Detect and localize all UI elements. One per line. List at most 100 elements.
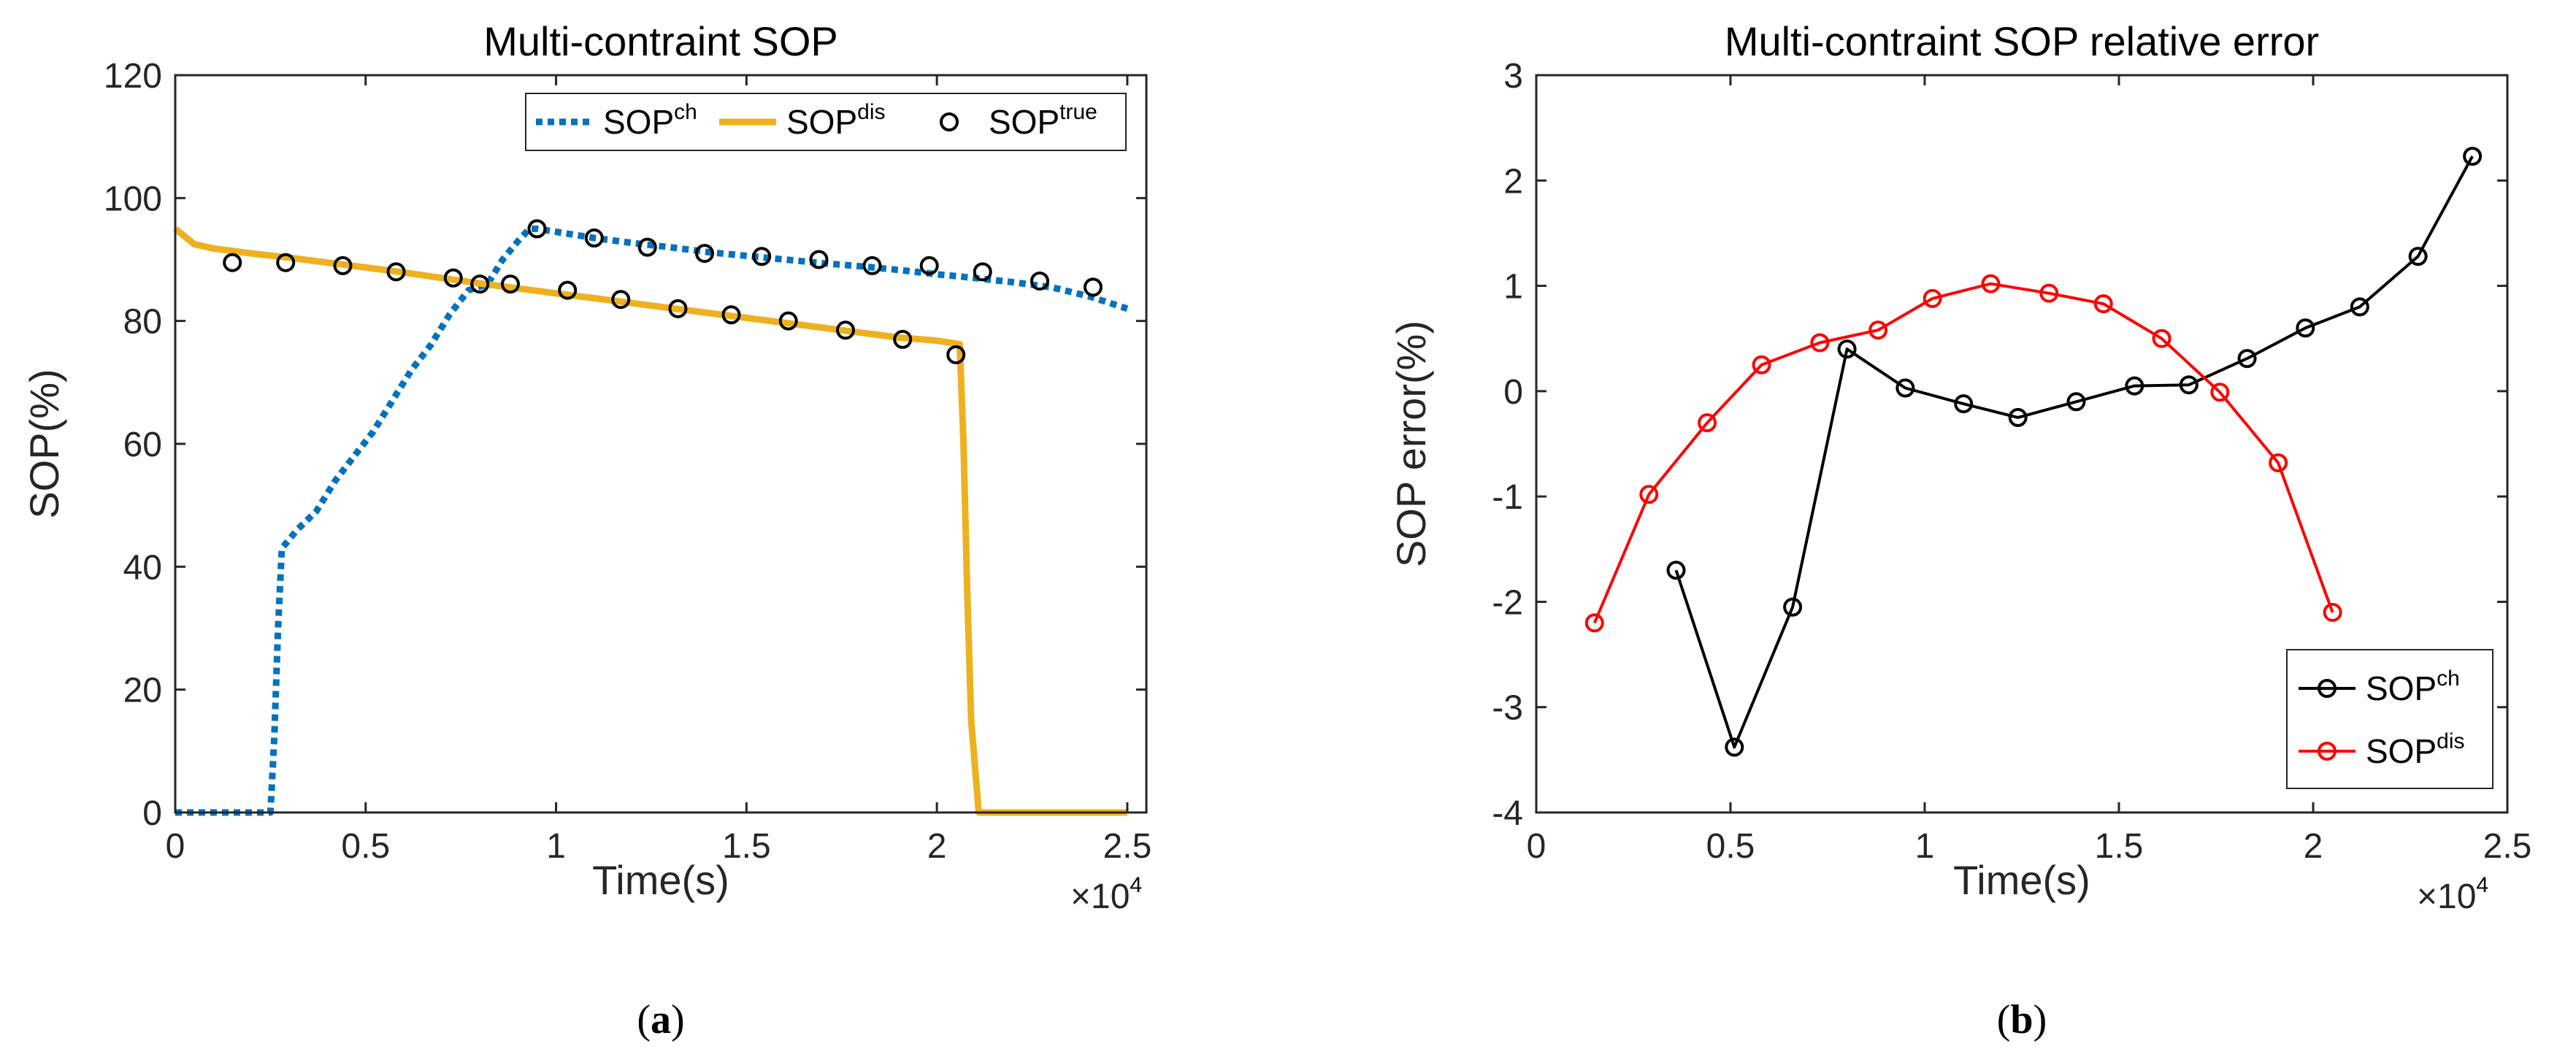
data-point-true	[809, 250, 829, 269]
data-point-ch	[1954, 394, 1974, 414]
legend-b-swatch-marker-ch	[2318, 679, 2337, 698]
plot-area-a	[175, 75, 1146, 812]
data-point-dis	[1868, 320, 1888, 340]
data-point-ch	[2296, 318, 2315, 338]
x-tick-label: 2.5	[2483, 827, 2532, 866]
legend-b-label-ch: SOPch	[2366, 666, 2460, 707]
data-point-true	[946, 345, 966, 364]
y-tick-label: 0	[1503, 373, 1523, 412]
y-tick-label: 40	[123, 548, 162, 587]
y-tick-label: -3	[1492, 689, 1523, 728]
data-point-true	[835, 320, 855, 340]
ticks-b: 0 0.5 1 1.5 2 2.5 -4 -3 -2 -1 0 1 2 3	[1492, 57, 2531, 866]
data-point-true	[721, 305, 741, 325]
data-point-dis	[1639, 485, 1659, 504]
data-point-ch	[1666, 561, 1686, 580]
x-tick-label: 1.5	[722, 827, 771, 866]
data-point-true	[527, 219, 547, 239]
y-tick-label: 100	[104, 180, 162, 218]
data-point-true	[778, 311, 798, 331]
data-point-dis	[2210, 383, 2230, 402]
x-tick-label: 1.5	[2095, 827, 2144, 866]
data-point-dis	[1752, 355, 1771, 374]
legend-label-dis: SOPdis	[786, 100, 886, 141]
data-point-dis	[1584, 613, 1604, 633]
data-point-ch	[1725, 737, 1744, 757]
chart-a-xlabel: Time(s)	[592, 857, 729, 903]
y-tick-label: 20	[123, 672, 162, 710]
data-point-dis	[1923, 288, 1942, 308]
data-point-true	[611, 290, 631, 310]
data-point-true	[919, 255, 939, 275]
data-point-ch	[2463, 147, 2483, 166]
data-point-ch	[2008, 407, 2028, 427]
data-point-dis	[1698, 413, 1717, 433]
data-point-true	[637, 237, 657, 257]
x-tick-label: 2.5	[1103, 827, 1152, 866]
y-tick-label: 1	[1503, 268, 1523, 307]
data-point-true	[862, 255, 882, 275]
data-point-ch	[2237, 349, 2257, 369]
data-point-ch	[2179, 375, 2199, 395]
legend-a-box	[525, 93, 1127, 151]
y-tick-label: 0	[142, 794, 162, 833]
y-tick-label: 60	[123, 426, 162, 464]
legend-label-true: SOPtrue	[989, 100, 1097, 141]
x-tick-label: 1	[546, 827, 566, 866]
data-point-true	[223, 253, 242, 272]
data-point-true	[443, 268, 463, 288]
data-point-dis	[2269, 453, 2288, 472]
x-tick-label: 0	[166, 827, 185, 866]
chart-b-xlabel: Time(s)	[1953, 857, 2090, 903]
x-tick-label: 1	[1915, 827, 1935, 866]
legend-b-label-dis: SOPdis	[2366, 729, 2465, 770]
series-group-a	[173, 219, 1129, 816]
data-point-ch	[1837, 339, 1857, 359]
y-tick-label: 120	[104, 57, 162, 96]
y-tick-label: -1	[1492, 478, 1523, 517]
legend-a: SOPch SOPdis SOPtrue	[525, 93, 1127, 151]
chart-a-title: Multi-contraint SOP	[483, 18, 838, 64]
ticks-a: 0 0.5 1 1.5 2 2.5 0 20 40 60 80 100 120	[104, 57, 1151, 866]
panel-b-label: (b)	[1997, 997, 2047, 1042]
chart-a: Multi-contraint SOP 0 0.5 1 1.5 2 2.5 0 20 40 60 8…	[21, 18, 1151, 916]
data-point-ch	[2125, 376, 2144, 396]
data-point-ch	[2350, 297, 2369, 317]
data-point-dis	[2039, 283, 2059, 303]
data-point-true	[1083, 277, 1103, 297]
data-point-dis	[1810, 333, 1830, 353]
data-point-dis	[1981, 274, 2001, 293]
y-tick-label: 3	[1503, 57, 1523, 96]
y-tick-label: 80	[123, 303, 162, 342]
data-point-ch	[1783, 597, 1803, 617]
y-tick-label: -4	[1492, 794, 1523, 833]
data-point-true	[333, 255, 353, 275]
data-point-true	[584, 228, 604, 248]
data-point-true	[668, 299, 688, 318]
y-tick-label: 2	[1503, 162, 1523, 201]
chart-a-x-multiplier: ×104	[1070, 873, 1142, 916]
series-line-dis	[1592, 282, 2334, 624]
x-tick-label: 0.5	[341, 827, 390, 866]
data-point-true	[1030, 271, 1049, 291]
x-tick-label: 0	[1527, 827, 1546, 866]
chart-b-title: Multi-contraint SOP relative error	[1725, 18, 2319, 64]
series-line-dis	[173, 226, 1127, 816]
x-tick-label: 2	[2304, 827, 2323, 866]
data-point-dis	[2152, 328, 2171, 348]
series-group-b	[1584, 147, 2483, 757]
chart-b-ylabel: SOP error(%)	[1388, 320, 1434, 567]
series-line-ch	[175, 225, 1129, 816]
data-point-dis	[2323, 602, 2342, 622]
y-tick-label: -2	[1492, 583, 1523, 622]
data-point-true	[276, 253, 296, 272]
data-point-ch	[2066, 392, 2086, 412]
legend-b-box	[2286, 649, 2493, 789]
x-tick-label: 0.5	[1706, 827, 1755, 866]
panel-a-label: (a)	[637, 997, 684, 1042]
plot-frame-b	[1535, 74, 2509, 814]
data-point-dis	[2093, 294, 2113, 314]
series-line-ch	[1674, 155, 2474, 749]
data-point-true	[386, 262, 406, 282]
